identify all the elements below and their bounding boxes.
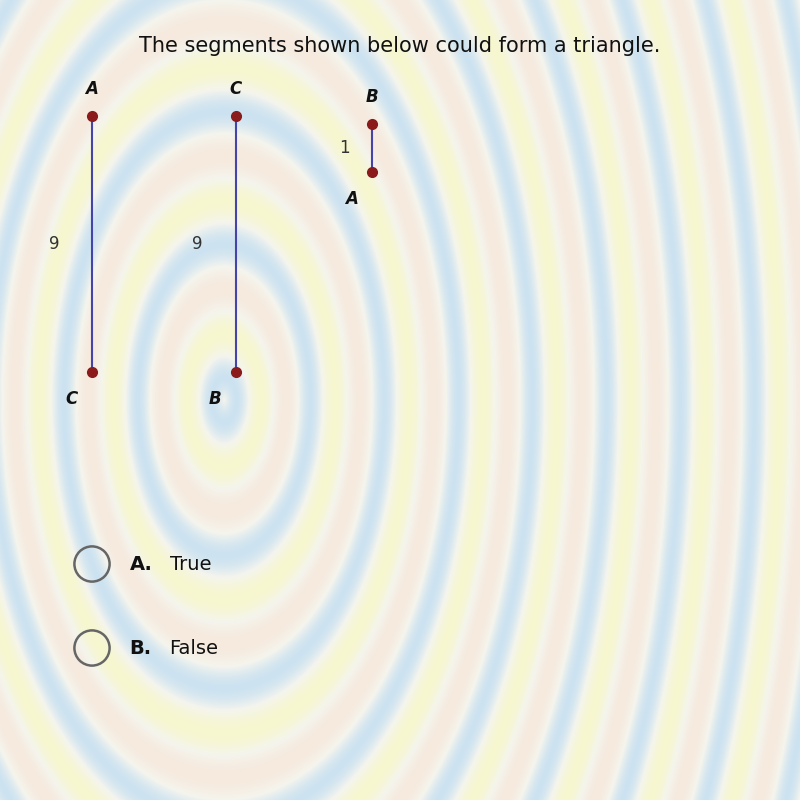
Text: A: A [86,80,98,98]
Text: B: B [366,88,378,106]
Text: 1: 1 [339,139,350,157]
Text: A: A [345,190,358,208]
Text: The segments shown below could form a triangle.: The segments shown below could form a tr… [139,36,661,56]
Text: A.: A. [130,554,153,574]
Text: 9: 9 [192,235,202,253]
Text: B.: B. [130,638,152,658]
Text: C: C [230,80,242,98]
Text: C: C [66,390,78,407]
Text: True: True [170,554,211,574]
Text: False: False [170,638,218,658]
Text: B: B [209,390,222,407]
Text: 9: 9 [50,235,60,253]
